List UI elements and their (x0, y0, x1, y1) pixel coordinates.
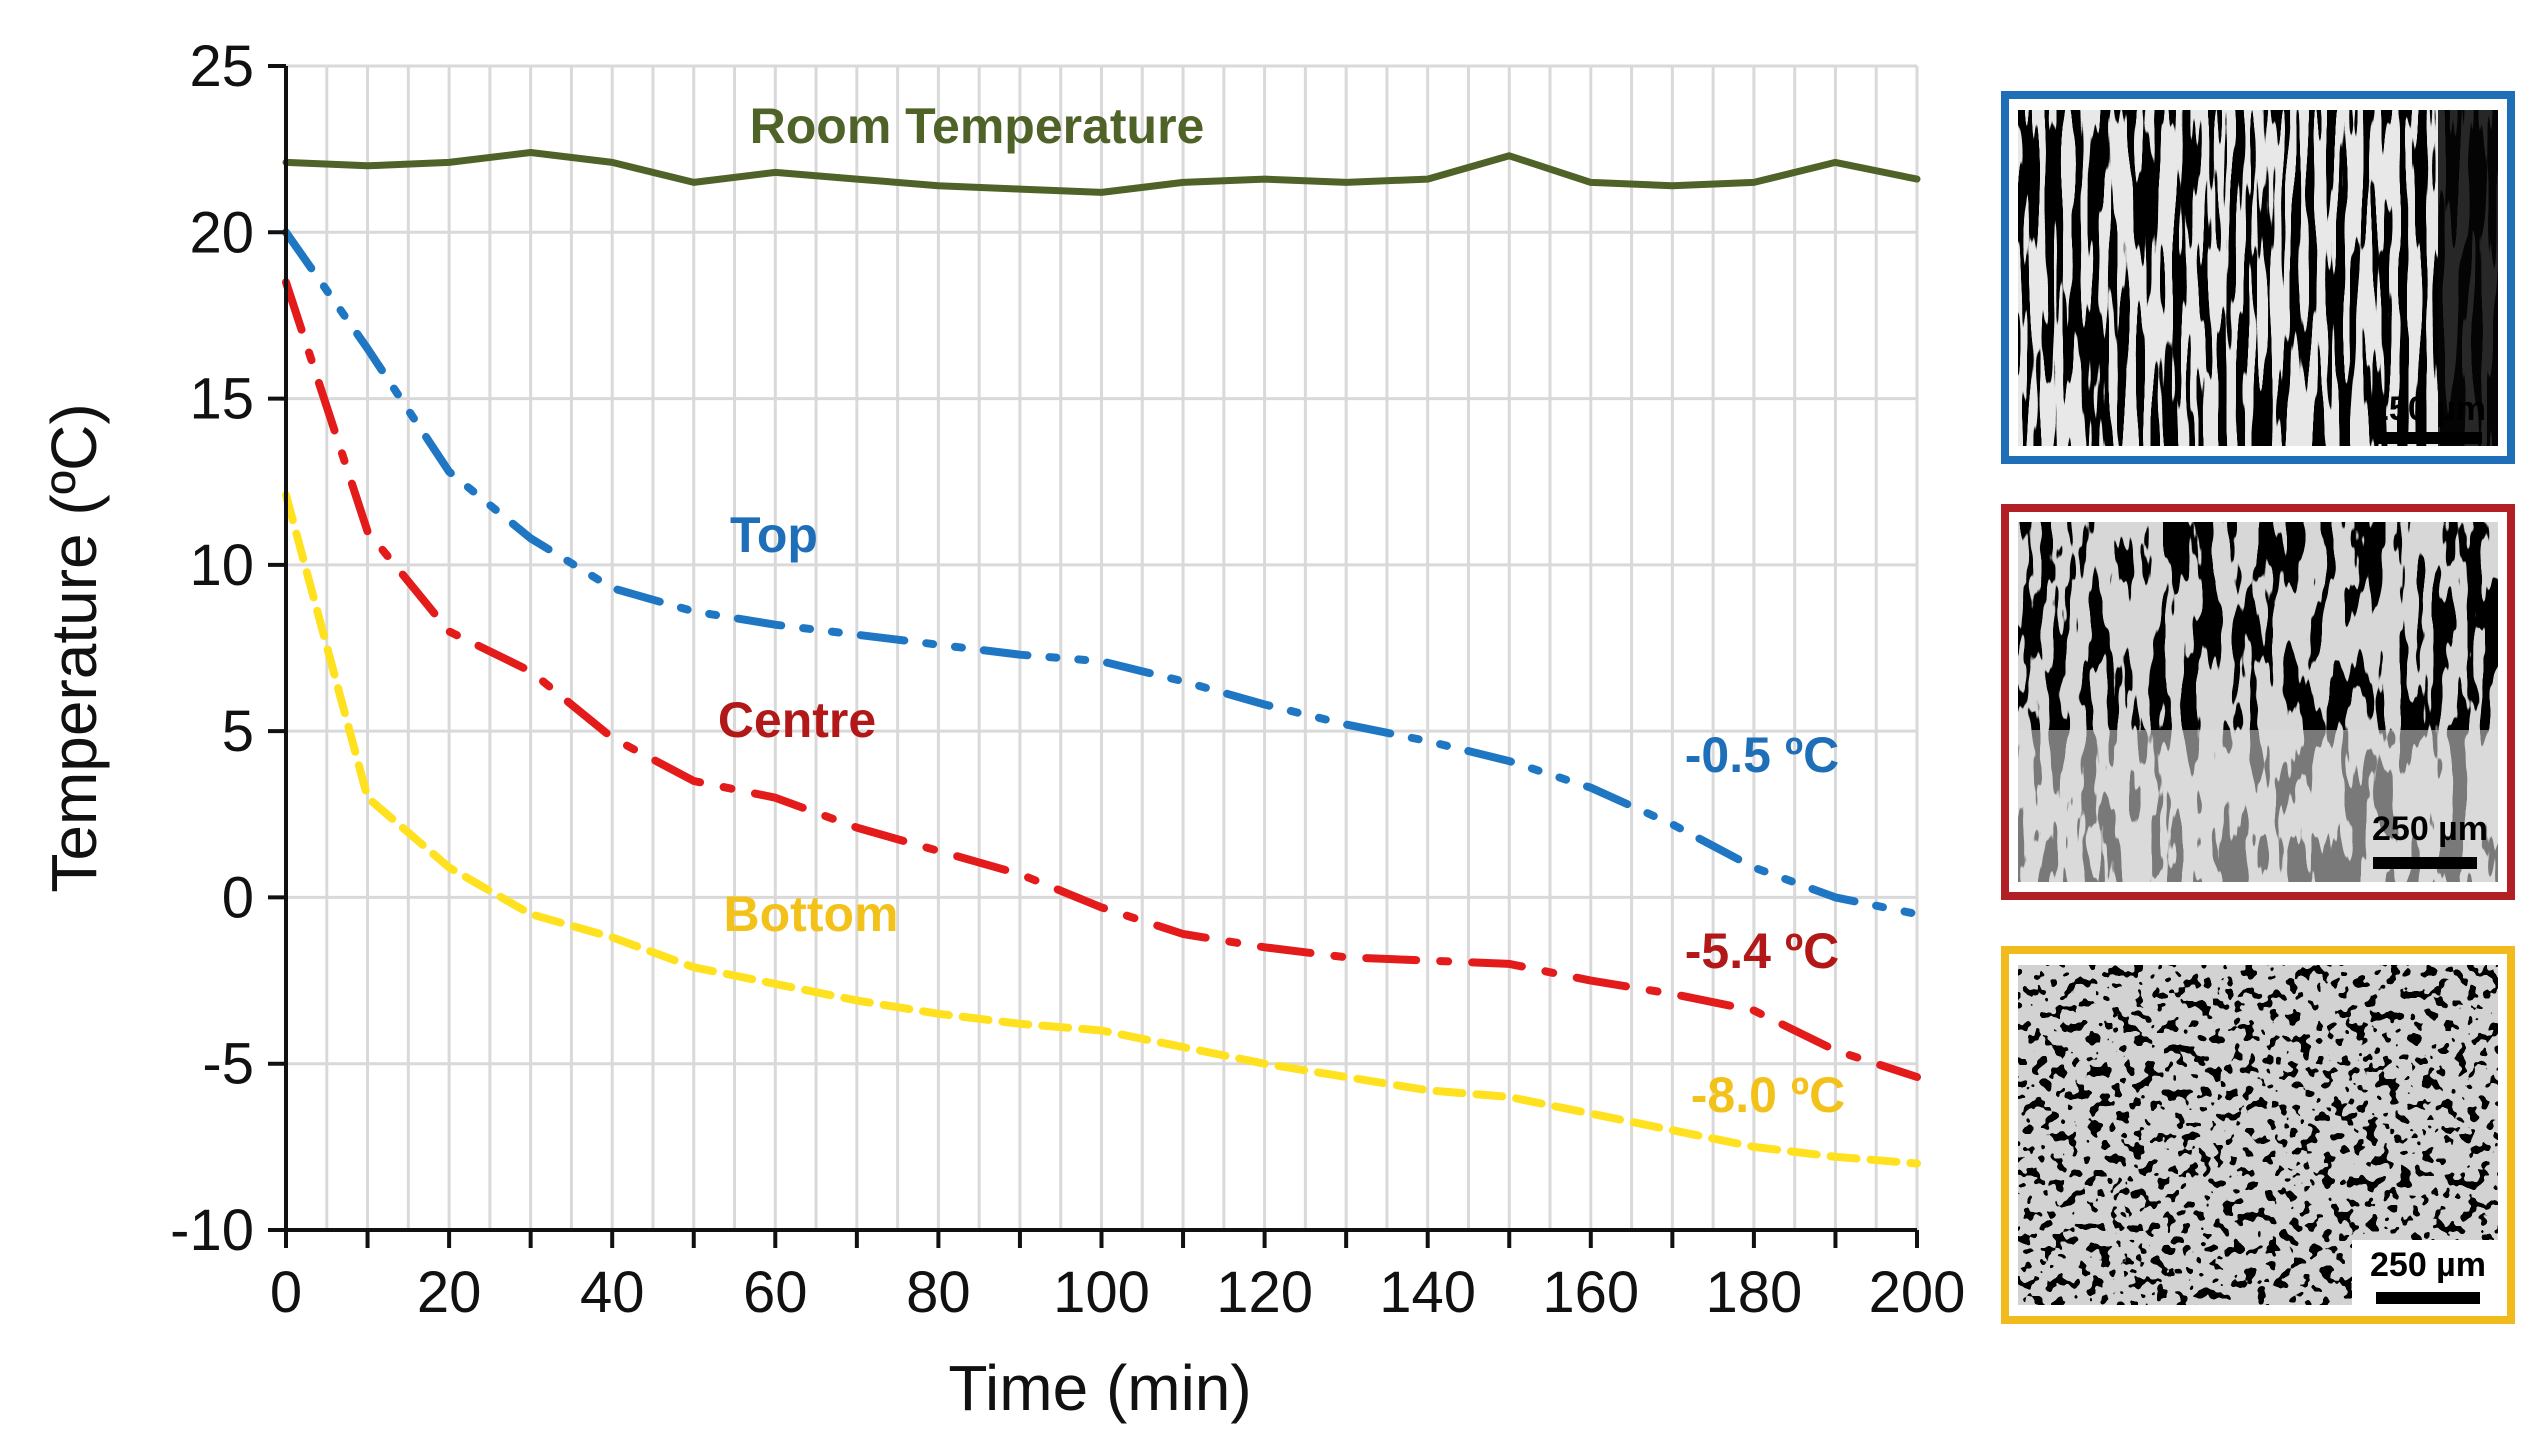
y-tick-label: 10 (189, 533, 254, 598)
top-end-label: -0.5 ºC (1685, 727, 1839, 783)
tick-labels: 0 20 40 60 80 100 120 140 160 180 200 25 20 15 10 5 0 -5 -… (170, 34, 1965, 1325)
x-axis-title: Time (min) (948, 1352, 1251, 1424)
x-tick-label: 200 (1869, 1260, 1966, 1325)
micrograph-top-scale-bar (2376, 432, 2482, 444)
micrograph-bottom-scale-bar (2376, 1292, 2480, 1304)
top-label: Top (730, 507, 818, 563)
y-tick-label: 0 (222, 865, 254, 930)
room-temperature-label: Room Temperature (750, 98, 1205, 154)
x-tick-label: 120 (1216, 1260, 1313, 1325)
micrograph-centre-fade (2018, 730, 2498, 882)
centre-label: Centre (718, 692, 876, 748)
bottom-label: Bottom (724, 886, 899, 942)
y-tick-label: -10 (170, 1198, 254, 1263)
y-tick-label: -5 (202, 1032, 254, 1097)
micrograph-centre-scale-bar (2373, 857, 2477, 869)
y-tick-label: 25 (189, 34, 254, 99)
micrograph-bottom-scale-label: 250 µm (2370, 1246, 2486, 1284)
x-tick-label: 160 (1542, 1260, 1639, 1325)
micrograph-centre: 250 µm (2001, 504, 2515, 900)
micrograph-centre-scale-label: 250 µm (2372, 810, 2488, 848)
series-room-temperature (282, 149, 1921, 196)
y-tick-label: 20 (189, 200, 254, 265)
x-tick-label: 0 (270, 1260, 302, 1325)
series-top (282, 228, 1921, 919)
ticks (268, 64, 1919, 1248)
x-tick-label: 140 (1379, 1260, 1476, 1325)
x-tick-label: 20 (417, 1260, 482, 1325)
y-tick-label: 15 (189, 367, 254, 432)
y-axis-title: Temperature (ºC) (38, 403, 110, 892)
x-tick-label: 60 (743, 1260, 808, 1325)
micrograph-top: 250 µm (2001, 91, 2515, 464)
micrograph-top-dark-band (2438, 110, 2498, 446)
gridlines (286, 64, 1919, 1230)
micrograph-top-scale-label: 250 µm (2370, 390, 2486, 428)
x-tick-label: 80 (906, 1260, 971, 1325)
series-bottom (282, 491, 1921, 1168)
x-tick-label: 100 (1053, 1260, 1150, 1325)
bottom-end-label: -8.0 ºC (1691, 1067, 1845, 1123)
y-tick-label: 5 (222, 699, 254, 764)
x-tick-label: 180 (1706, 1260, 1803, 1325)
series-centre (282, 278, 1921, 1081)
temperature-chart: 0 20 40 60 80 100 120 140 160 180 200 25 20 15 10 5 0 -5 -… (38, 34, 1965, 1424)
centre-end-label: -5.4 ºC (1685, 923, 1839, 979)
micrograph-bottom: 250 µm (2001, 946, 2515, 1324)
x-tick-label: 40 (580, 1260, 645, 1325)
micrograph-top-texture (2018, 110, 2498, 446)
series-layer (282, 149, 1921, 1168)
